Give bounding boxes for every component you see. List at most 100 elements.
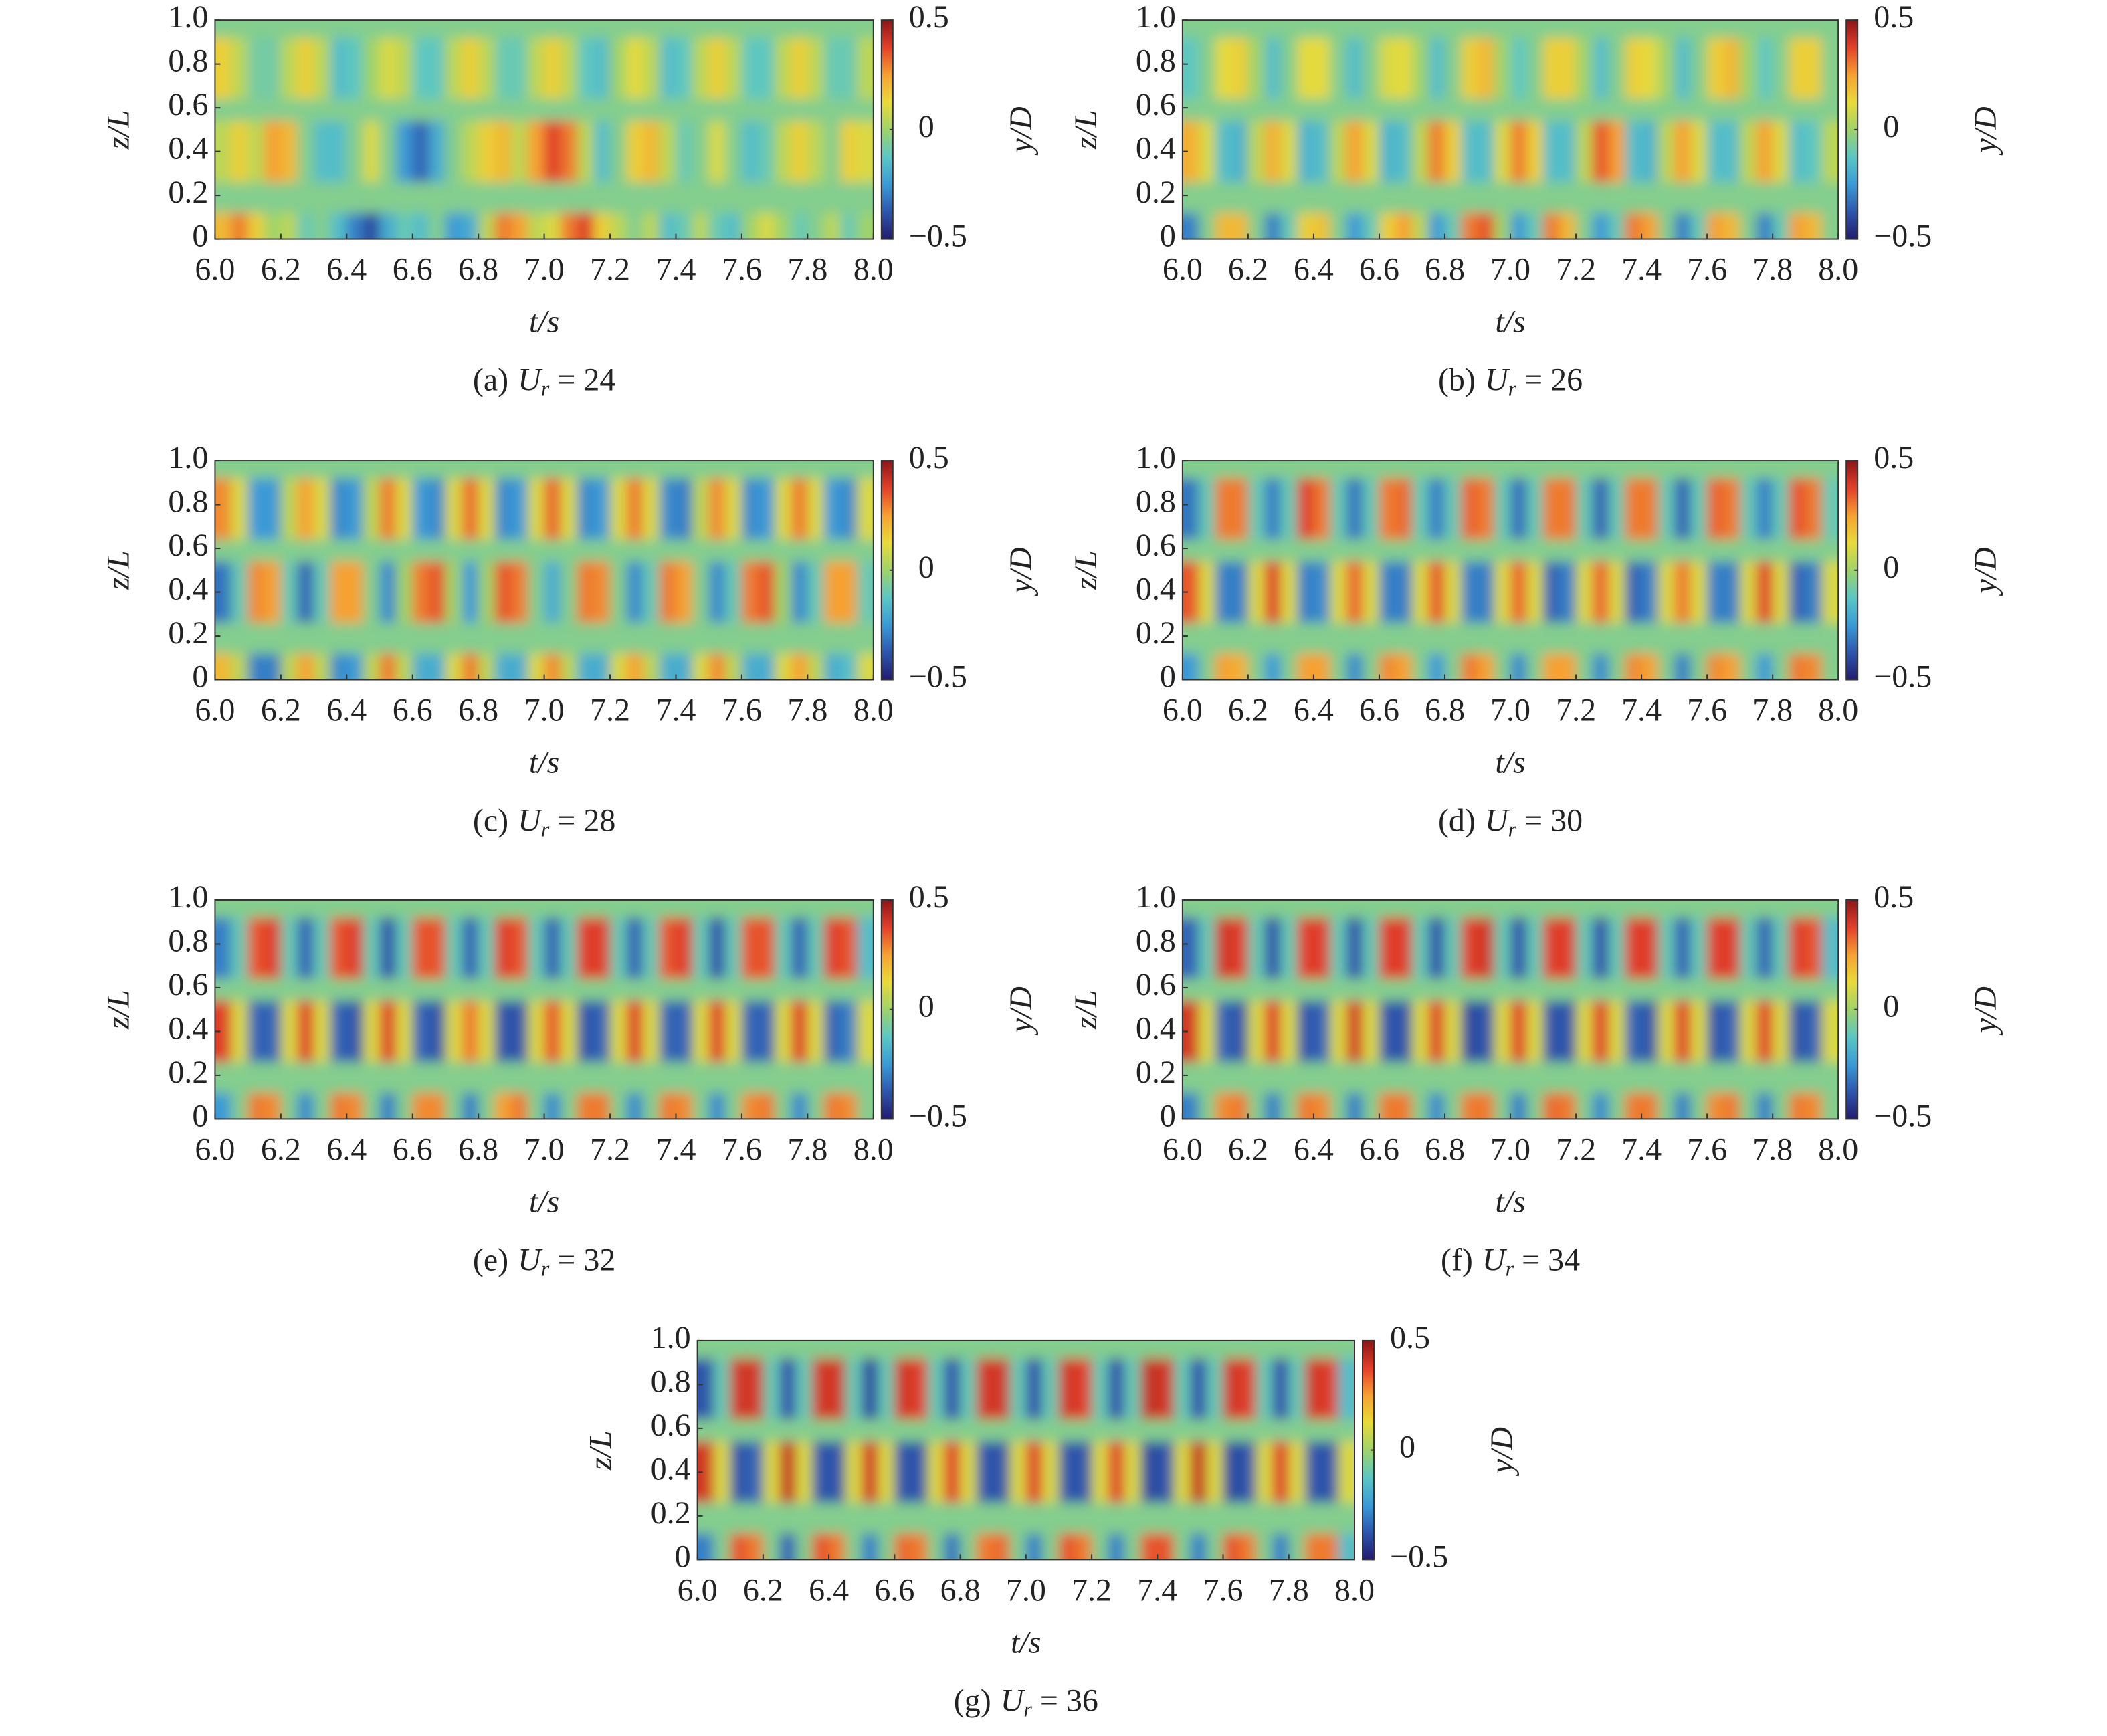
heatmap-cell bbox=[1756, 37, 1773, 100]
heatmap-cell bbox=[215, 1093, 232, 1119]
heatmap-cell bbox=[494, 37, 512, 100]
heatmap-cell bbox=[610, 478, 627, 540]
heatmap-cell bbox=[280, 120, 298, 183]
heatmap-cell bbox=[730, 1358, 748, 1420]
colorbar-tick-label: 0.5 bbox=[909, 440, 949, 475]
heatmap-cell bbox=[1075, 1533, 1092, 1560]
heatmap-cell bbox=[1559, 37, 1577, 100]
heatmap-cell bbox=[1658, 917, 1675, 979]
colorbar-label: y/D bbox=[1003, 106, 1039, 156]
heatmap-cell bbox=[1543, 120, 1561, 183]
heatmap-cell bbox=[1740, 653, 1757, 680]
y-tick-label: 0.2 bbox=[168, 615, 208, 651]
heatmap-cell bbox=[714, 1441, 731, 1503]
heatmap-cell bbox=[878, 1358, 896, 1420]
caption: (b) Ur = 26 bbox=[1438, 362, 1583, 401]
heatmap-cell bbox=[862, 1533, 879, 1560]
heatmap-cell bbox=[1690, 561, 1708, 623]
heatmap-cell bbox=[840, 653, 858, 680]
heatmap-cell bbox=[1494, 917, 1511, 979]
heatmap-cell bbox=[1206, 1533, 1224, 1560]
heatmap-cell bbox=[264, 1000, 282, 1063]
heatmap-cell bbox=[412, 653, 430, 680]
heatmap-cell bbox=[1108, 1358, 1125, 1420]
heatmap-cell bbox=[1313, 1000, 1331, 1063]
heatmap-cell bbox=[1756, 1000, 1773, 1063]
heatmap-cell bbox=[1092, 1358, 1109, 1420]
heatmap-cell bbox=[1247, 1000, 1266, 1063]
x-tick-label: 7.4 bbox=[1137, 1572, 1177, 1608]
heatmap-cell bbox=[1330, 561, 1347, 623]
heatmap-cell bbox=[1321, 1358, 1339, 1420]
heatmap-cell bbox=[330, 1000, 348, 1063]
heatmap-cell bbox=[1805, 1000, 1823, 1063]
x-tick-label: 6.8 bbox=[458, 252, 498, 288]
caption-label: (a) bbox=[473, 362, 508, 398]
heatmap-cell bbox=[462, 120, 479, 183]
heatmap-cell bbox=[1264, 1000, 1282, 1063]
heatmap-cell bbox=[741, 561, 759, 623]
x-tick-label: 6.8 bbox=[458, 693, 498, 728]
heatmap-cell bbox=[993, 1533, 1011, 1560]
colorbar-tick-label: −0.5 bbox=[1390, 1539, 1448, 1574]
caption-label: (d) bbox=[1438, 803, 1476, 839]
heatmap-cell bbox=[1740, 917, 1757, 979]
heatmap-cell bbox=[1789, 478, 1806, 540]
heatmap-cell bbox=[1526, 1000, 1544, 1063]
x-tick-label: 6.8 bbox=[1425, 252, 1465, 288]
heatmap-cell bbox=[462, 1093, 479, 1119]
heatmap-cell bbox=[878, 1441, 896, 1503]
heatmap-cell bbox=[1740, 1093, 1757, 1119]
heatmap-cell bbox=[314, 1000, 331, 1063]
heatmap-cell bbox=[1428, 478, 1445, 540]
heatmap-cell bbox=[1428, 561, 1445, 623]
heatmap-cell bbox=[1124, 1358, 1142, 1420]
heatmap-cell bbox=[478, 478, 496, 540]
y-tick-label: 0.2 bbox=[1136, 1055, 1176, 1090]
heatmap-cell bbox=[561, 653, 578, 680]
heatmap-cell bbox=[1009, 1533, 1027, 1560]
x-axis-label: t/s bbox=[529, 1184, 559, 1219]
heatmap-cell bbox=[1723, 120, 1740, 183]
heatmap-cell bbox=[610, 653, 627, 680]
heatmap-cell bbox=[1223, 1441, 1240, 1503]
heatmap-cell bbox=[791, 478, 809, 540]
heatmap-cell bbox=[1009, 1441, 1027, 1503]
x-tick-label: 7.6 bbox=[722, 1131, 762, 1167]
heatmap-cell bbox=[429, 561, 446, 623]
caption-subscript: r bbox=[1508, 376, 1517, 401]
heatmap-cell bbox=[297, 653, 314, 680]
heatmap-cell bbox=[1264, 917, 1282, 979]
heatmap-cell bbox=[807, 1000, 825, 1063]
heatmap-cell bbox=[478, 120, 496, 183]
y-tick-label: 0 bbox=[1160, 1098, 1176, 1133]
heatmap-cell bbox=[840, 213, 858, 239]
heatmap-cell bbox=[1157, 1533, 1175, 1560]
heatmap-cell bbox=[1559, 1093, 1577, 1119]
heatmap-cell bbox=[1428, 37, 1445, 100]
heatmap-cell bbox=[231, 37, 249, 100]
heatmap-cell bbox=[1231, 1000, 1249, 1063]
caption-symbol: U bbox=[518, 1242, 543, 1277]
heatmap-cell bbox=[1157, 1358, 1175, 1420]
heatmap-cell bbox=[692, 917, 710, 979]
heatmap-cell bbox=[1494, 1000, 1511, 1063]
heatmap-cell bbox=[791, 213, 809, 239]
heatmap-cell bbox=[1805, 653, 1823, 680]
heatmap-cell bbox=[1756, 917, 1773, 979]
heatmap-cell bbox=[1108, 1533, 1125, 1560]
y-tick-label: 0.2 bbox=[651, 1495, 691, 1531]
heatmap-cell bbox=[812, 1533, 829, 1560]
heatmap-cells bbox=[1182, 899, 1839, 1119]
heatmap-cell bbox=[1641, 37, 1659, 100]
heatmap-cell bbox=[363, 213, 381, 239]
x-tick-label: 7.0 bbox=[524, 1131, 565, 1167]
y-tick-label: 0.4 bbox=[1136, 572, 1176, 607]
colorbar-tick-label: 0.5 bbox=[909, 0, 949, 35]
heatmap-cell bbox=[593, 478, 611, 540]
heatmap-cell bbox=[1625, 653, 1642, 680]
heatmap-cell bbox=[1215, 37, 1233, 100]
x-tick-label: 6.2 bbox=[1228, 693, 1268, 728]
heatmap-cell bbox=[758, 120, 775, 183]
heatmap-cell bbox=[379, 1000, 397, 1063]
